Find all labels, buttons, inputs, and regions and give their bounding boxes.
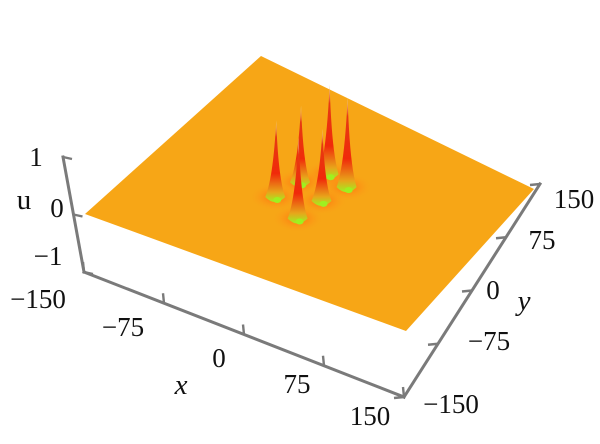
peak-trough	[319, 200, 328, 207]
peak-trough	[295, 218, 304, 225]
u-axis-title: u	[17, 184, 32, 216]
u-tick-mark	[83, 270, 94, 276]
y-tick-mark	[427, 342, 439, 346]
x-tick-mark	[241, 324, 246, 335]
x-tick-label-75: 75	[284, 369, 311, 399]
x-tick-label-minus150: −150	[10, 284, 66, 314]
x-tick-label-0: 0	[212, 343, 226, 373]
x-tick-label-minus75: −75	[102, 312, 144, 342]
y-tick-label-minus75: −75	[468, 326, 510, 356]
x-tick-mark	[161, 293, 166, 304]
u-tick-mark	[62, 155, 73, 161]
y-tick-label-minus150: −150	[423, 389, 479, 419]
y-tick-mark	[393, 395, 405, 400]
u-tick-mark	[73, 213, 83, 218]
x-tick-mark	[401, 386, 406, 398]
y-tick-label-150: 150	[554, 184, 595, 214]
x-axis-title: x	[174, 369, 188, 401]
peak-trough	[344, 187, 353, 194]
y-tick-mark	[529, 182, 541, 187]
peak-trough	[326, 174, 335, 181]
x-tick-label-150: 150	[350, 401, 391, 431]
peak-trough	[273, 196, 282, 203]
y-axis-title: y	[515, 285, 531, 317]
x-tick-mark	[81, 261, 86, 273]
peak-spike	[290, 105, 311, 188]
y-tick-mark	[461, 289, 473, 293]
x-tick-mark	[321, 355, 326, 366]
peak-spike	[287, 137, 308, 224]
y-tick-label-0: 0	[486, 275, 500, 305]
u-tick-label-1: 1	[29, 142, 43, 172]
peaks-group	[265, 84, 357, 225]
y-tick-mark	[495, 236, 507, 240]
u-tick-label-minus1: −1	[34, 241, 63, 271]
peak-spike	[265, 120, 286, 202]
y-tick-label-75: 75	[529, 225, 556, 255]
peak-spike	[311, 128, 332, 206]
u-tick-label-0: 0	[50, 193, 64, 223]
peak-spike	[336, 97, 357, 193]
axis-ticks	[62, 155, 541, 400]
